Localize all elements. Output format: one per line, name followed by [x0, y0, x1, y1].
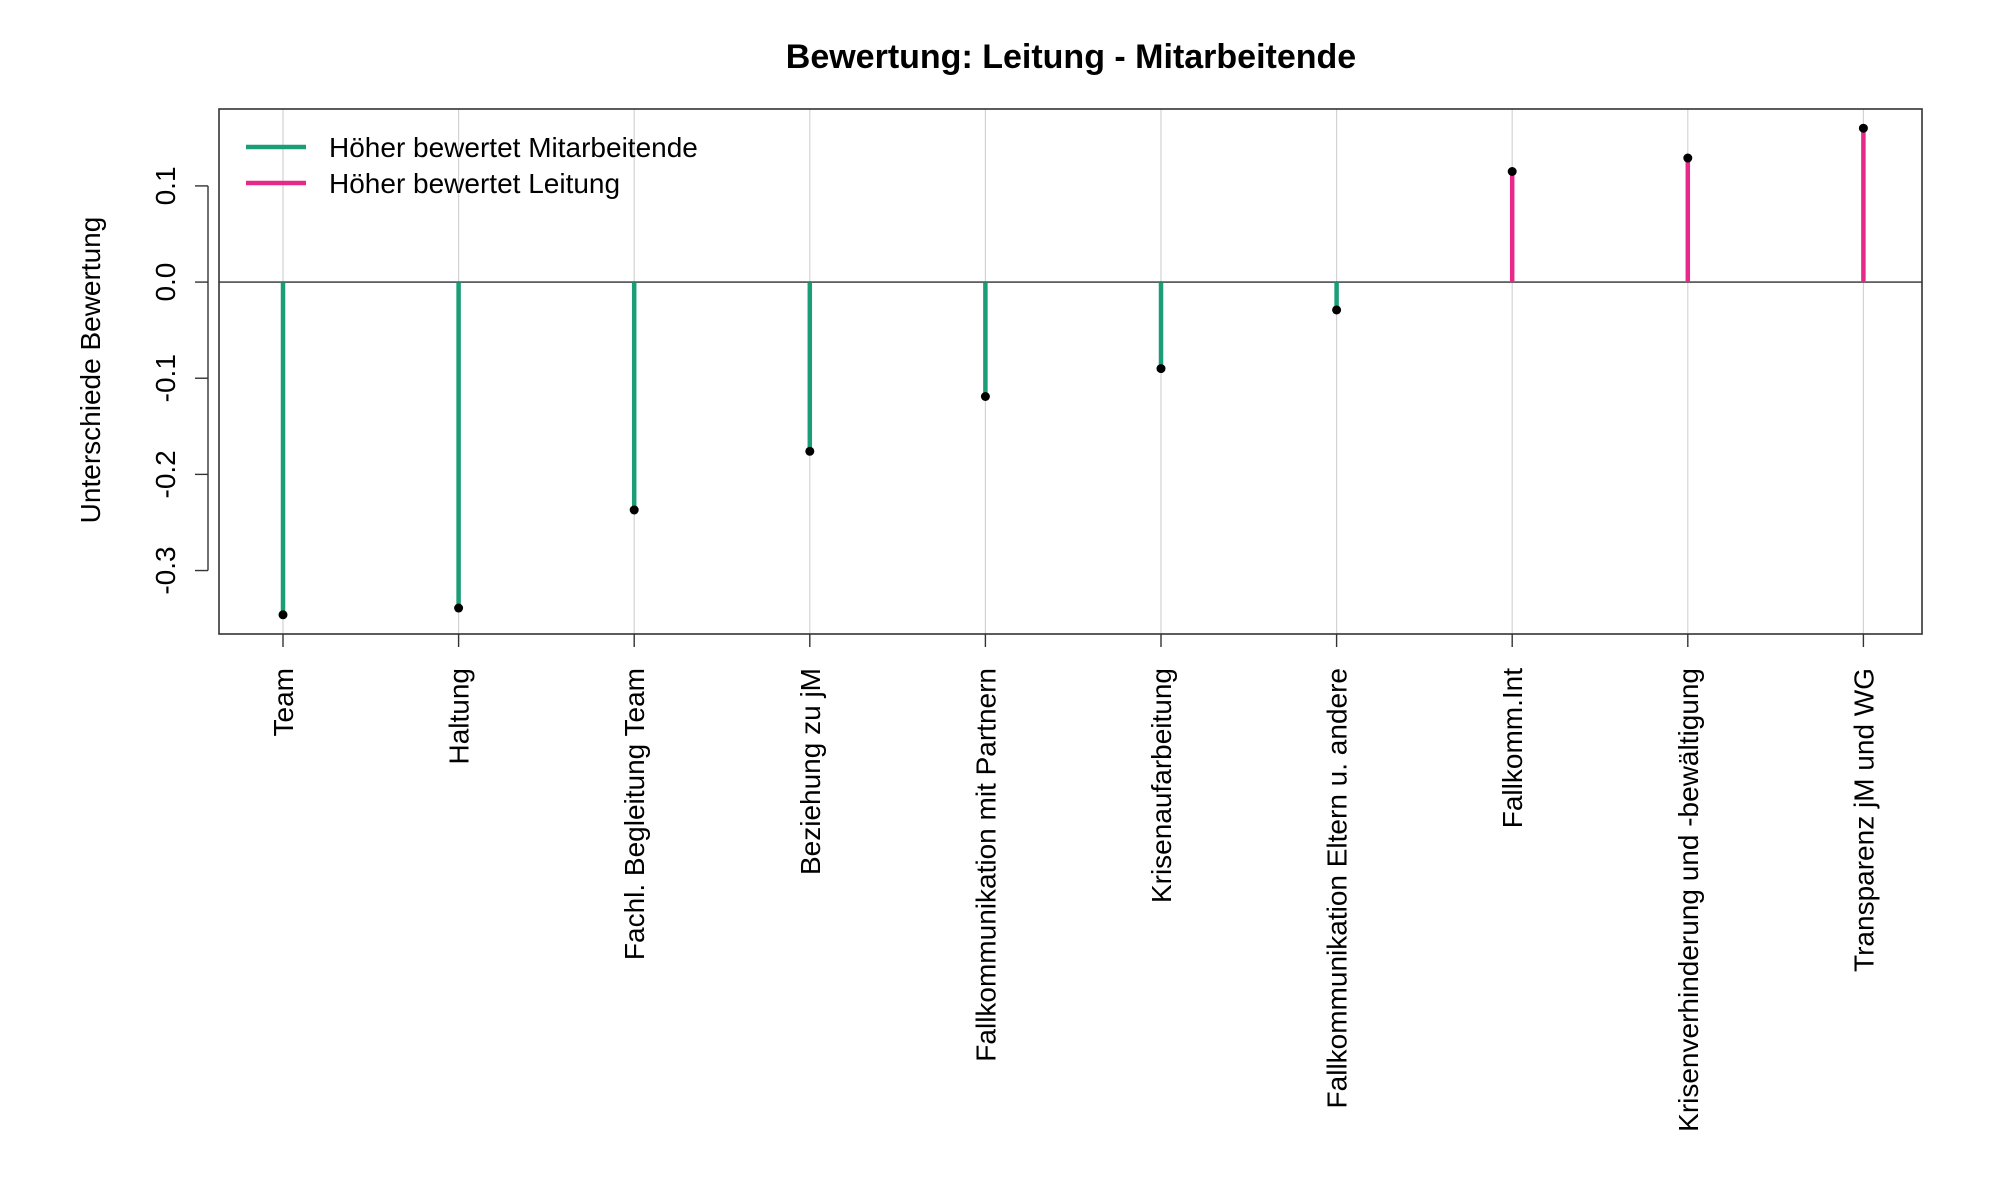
data-point — [454, 603, 464, 613]
data-point — [1507, 167, 1517, 176]
x-tick-label: Fallkomm.Int — [1497, 668, 1528, 828]
legend: Höher bewertet Mitarbeitende Höher bewer… — [246, 132, 698, 199]
x-tick-label: Fallkommunikation Eltern u. andere — [1322, 668, 1353, 1108]
y-axis-label: Unterschiede Bewertung — [75, 217, 106, 524]
x-tick-label: Haltung — [444, 668, 475, 765]
y-tick-label: 0.0 — [150, 263, 181, 302]
y-tick-label: -0.2 — [150, 450, 181, 498]
data-point — [805, 446, 815, 456]
data-point — [1858, 123, 1868, 133]
y-tick-label: -0.1 — [150, 354, 181, 402]
legend-label-leitung: Höher bewertet Leitung — [329, 168, 620, 199]
x-tick-label: Krisenaufarbeitung — [1146, 668, 1177, 903]
legend-label-mitarbeitende: Höher bewertet Mitarbeitende — [329, 132, 698, 163]
data-point — [629, 505, 639, 515]
data-point — [1683, 153, 1693, 163]
data-point — [1156, 364, 1166, 374]
x-tick-label: Beziehung zu jM — [795, 668, 826, 875]
x-tick-label: Fachl. Begleitung Team — [619, 668, 650, 960]
x-tick-label: Fallkommunikation mit Partnern — [970, 668, 1001, 1062]
x-tick-label: Krisenverhinderung und -bewältigung — [1673, 668, 1704, 1132]
data-point — [980, 392, 990, 401]
plot-frame — [218, 108, 1923, 635]
data-point — [278, 610, 288, 620]
x-tick-label: Team — [268, 668, 299, 736]
y-tick-label: -0.3 — [150, 546, 181, 594]
x-tick-label: Transparenz jM und WG — [1848, 668, 1879, 972]
plot-area — [219, 109, 1922, 634]
data-point — [1332, 305, 1342, 315]
chart-title: Bewertung: Leitung - Mitarbeitende — [786, 38, 1356, 76]
y-tick-label: 0.1 — [150, 166, 181, 205]
